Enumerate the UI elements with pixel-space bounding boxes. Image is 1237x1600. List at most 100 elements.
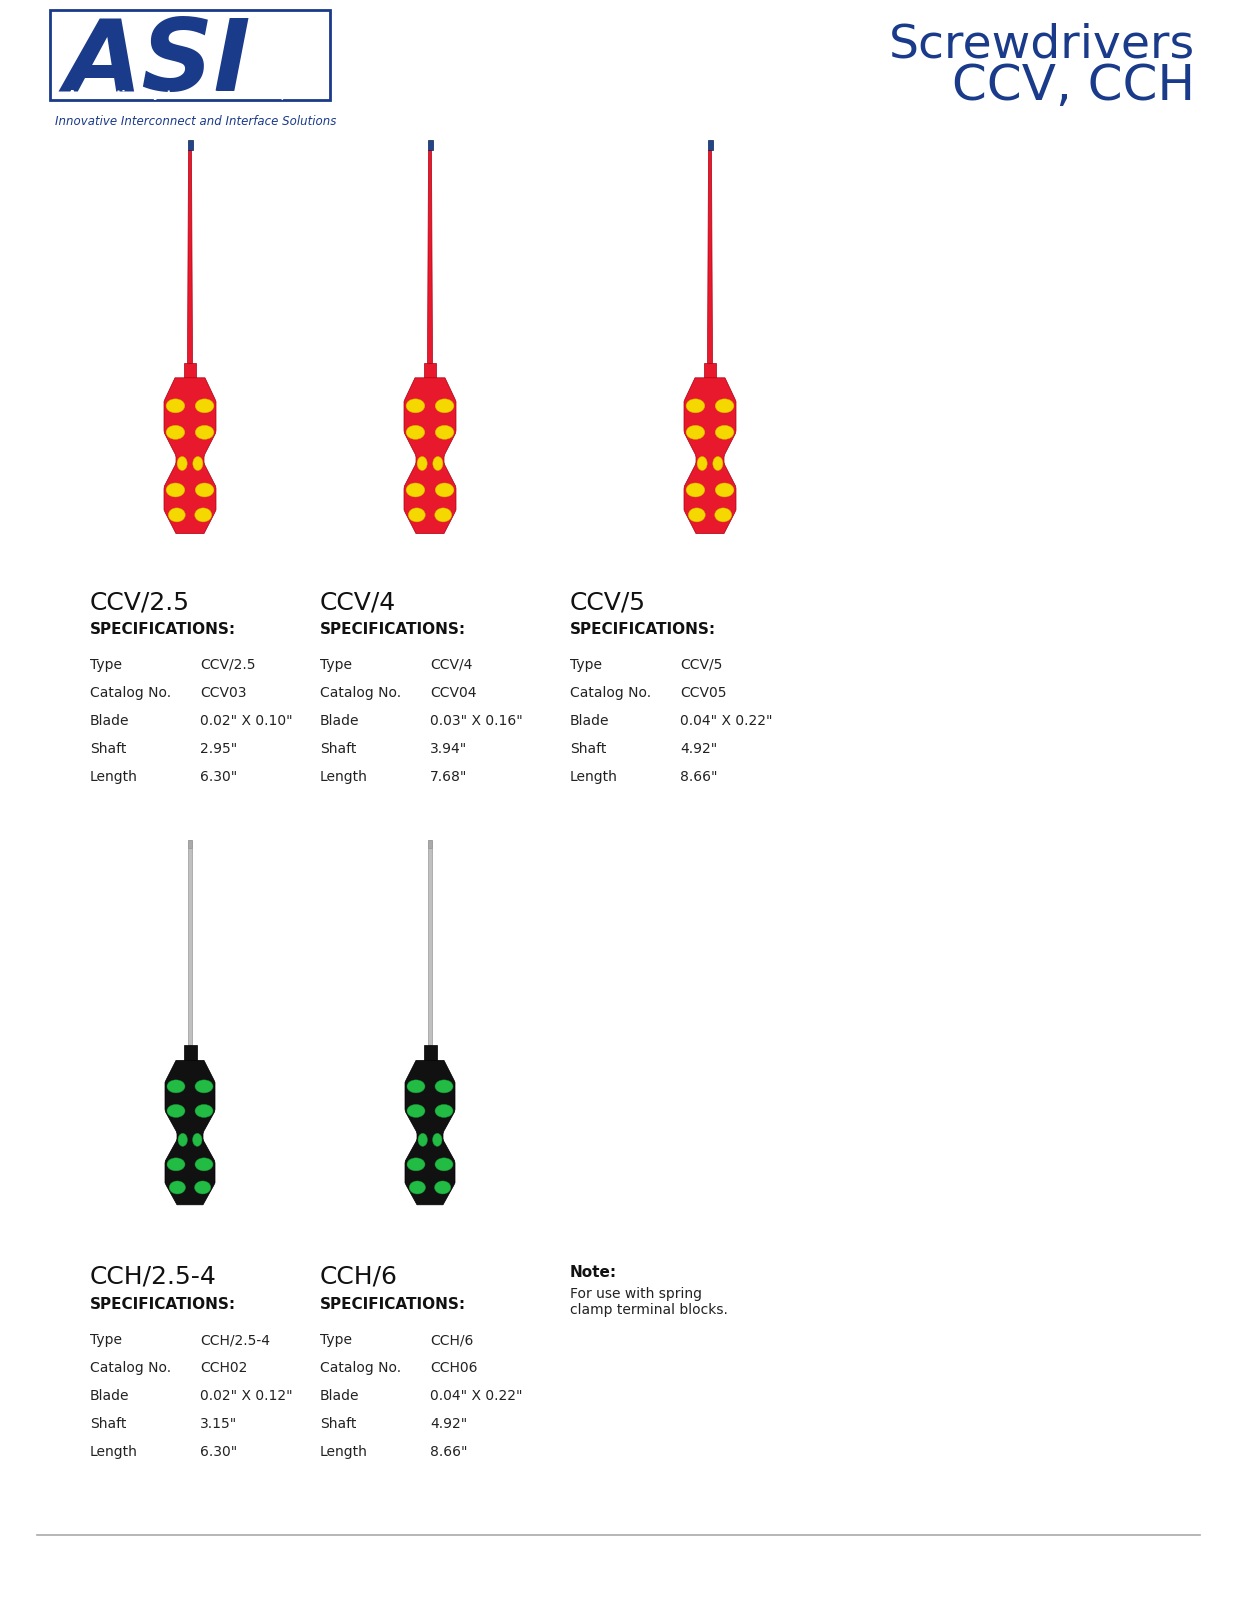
Ellipse shape	[687, 398, 705, 413]
Text: CCH06: CCH06	[430, 1362, 477, 1374]
Text: 2.95": 2.95"	[200, 742, 238, 757]
Text: Blade: Blade	[90, 714, 130, 728]
Text: Shaft: Shaft	[320, 1418, 356, 1430]
Bar	[49, 10, 330, 99]
Ellipse shape	[407, 1080, 426, 1093]
Ellipse shape	[409, 1181, 426, 1194]
Ellipse shape	[194, 1181, 210, 1194]
Text: Shaft: Shaft	[570, 742, 606, 757]
Polygon shape	[404, 1061, 455, 1205]
Text: 3.94": 3.94"	[430, 742, 468, 757]
Text: CCV, CCH: CCV, CCH	[952, 62, 1195, 110]
Text: Length: Length	[320, 770, 367, 784]
Ellipse shape	[195, 1104, 213, 1117]
Polygon shape	[708, 150, 713, 363]
Text: Blade: Blade	[320, 1389, 360, 1403]
Text: 0.03" X 0.16": 0.03" X 0.16"	[430, 714, 523, 728]
Text: Length: Length	[90, 770, 137, 784]
Text: 0.04" X 0.22": 0.04" X 0.22"	[430, 1389, 522, 1403]
Polygon shape	[188, 840, 192, 848]
Polygon shape	[684, 378, 736, 534]
Text: SPECIFICATIONS:: SPECIFICATIONS:	[320, 622, 466, 637]
Polygon shape	[165, 1061, 215, 1205]
Text: Shaft: Shaft	[320, 742, 356, 757]
Text: Catalog No.: Catalog No.	[320, 1362, 401, 1374]
Text: 0.02" X 0.10": 0.02" X 0.10"	[200, 714, 293, 728]
Text: CCV/5: CCV/5	[570, 590, 646, 614]
Polygon shape	[424, 363, 435, 378]
Text: Shaft: Shaft	[90, 1418, 126, 1430]
Ellipse shape	[407, 1104, 426, 1117]
Text: CCH/2.5-4: CCH/2.5-4	[200, 1333, 270, 1347]
Text: Automation Systems Interconnect, Inc: Automation Systems Interconnect, Inc	[68, 90, 308, 99]
Ellipse shape	[407, 1158, 426, 1171]
Ellipse shape	[435, 1104, 453, 1117]
Text: 0.04" X 0.22": 0.04" X 0.22"	[680, 714, 772, 728]
Ellipse shape	[195, 1080, 213, 1093]
Ellipse shape	[408, 507, 426, 522]
Text: Innovative Interconnect and Interface Solutions: Innovative Interconnect and Interface So…	[54, 115, 336, 128]
Ellipse shape	[195, 483, 214, 498]
Text: CCV/2.5: CCV/2.5	[200, 658, 256, 672]
Text: Blade: Blade	[90, 1389, 130, 1403]
Polygon shape	[704, 363, 716, 378]
Text: 7.68": 7.68"	[430, 770, 468, 784]
Text: 8.66": 8.66"	[680, 770, 717, 784]
Ellipse shape	[418, 1133, 428, 1146]
Ellipse shape	[715, 398, 734, 413]
Ellipse shape	[435, 1158, 453, 1171]
Text: SPECIFICATIONS:: SPECIFICATIONS:	[90, 1298, 236, 1312]
Ellipse shape	[168, 507, 186, 522]
Text: CCV05: CCV05	[680, 686, 726, 701]
Polygon shape	[188, 141, 193, 150]
Ellipse shape	[435, 398, 454, 413]
Ellipse shape	[169, 1181, 186, 1194]
Ellipse shape	[435, 483, 454, 498]
Text: CCV/4: CCV/4	[430, 658, 473, 672]
Ellipse shape	[433, 1133, 442, 1146]
Text: 8.66": 8.66"	[430, 1445, 468, 1459]
Ellipse shape	[166, 483, 184, 498]
Ellipse shape	[688, 507, 705, 522]
Text: Type: Type	[570, 658, 602, 672]
Text: Length: Length	[90, 1445, 137, 1459]
Text: Note:: Note:	[570, 1266, 617, 1280]
Text: SPECIFICATIONS:: SPECIFICATIONS:	[320, 1298, 466, 1312]
Text: Catalog No.: Catalog No.	[570, 686, 651, 701]
Text: CCH02: CCH02	[200, 1362, 247, 1374]
Ellipse shape	[195, 398, 214, 413]
Ellipse shape	[194, 507, 212, 522]
Text: Blade: Blade	[320, 714, 360, 728]
Text: CCV04: CCV04	[430, 686, 476, 701]
Ellipse shape	[166, 398, 184, 413]
Ellipse shape	[698, 456, 708, 470]
Text: Length: Length	[570, 770, 617, 784]
Polygon shape	[404, 378, 456, 534]
Text: Shaft: Shaft	[90, 742, 126, 757]
Text: Type: Type	[90, 658, 122, 672]
Ellipse shape	[193, 1133, 202, 1146]
Ellipse shape	[435, 426, 454, 440]
Text: 6.30": 6.30"	[200, 1445, 238, 1459]
Ellipse shape	[195, 1158, 213, 1171]
Ellipse shape	[434, 507, 452, 522]
Polygon shape	[184, 363, 195, 378]
Ellipse shape	[195, 426, 214, 440]
Ellipse shape	[434, 1181, 450, 1194]
Polygon shape	[188, 150, 193, 363]
Polygon shape	[188, 848, 192, 1045]
Ellipse shape	[687, 426, 705, 440]
Polygon shape	[183, 1045, 197, 1061]
Text: Type: Type	[90, 1333, 122, 1347]
Ellipse shape	[167, 1158, 186, 1171]
Ellipse shape	[713, 456, 722, 470]
Text: Catalog No.: Catalog No.	[320, 686, 401, 701]
Text: Type: Type	[320, 1333, 353, 1347]
Text: SPECIFICATIONS:: SPECIFICATIONS:	[570, 622, 716, 637]
Polygon shape	[428, 141, 433, 150]
Ellipse shape	[406, 398, 424, 413]
Ellipse shape	[177, 456, 187, 470]
Text: Catalog No.: Catalog No.	[90, 1362, 171, 1374]
Polygon shape	[423, 1045, 437, 1061]
Ellipse shape	[433, 456, 443, 470]
